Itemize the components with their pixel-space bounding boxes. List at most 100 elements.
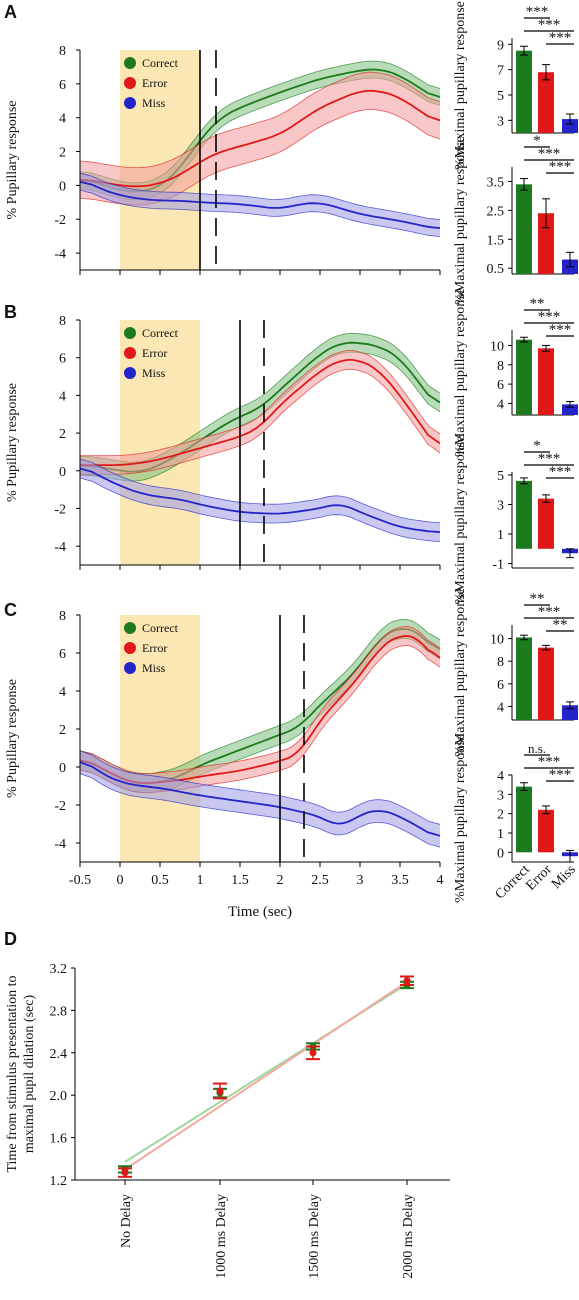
y-tick-label: 8 (59, 609, 66, 624)
x-tick-label: 1 (197, 873, 204, 888)
y-tick-label: 4 (59, 389, 66, 404)
y-tick-label: 3 (497, 114, 504, 129)
y-axis-title: %Maximal pupillary response (453, 588, 468, 757)
category-label-miss: Miss (549, 862, 579, 892)
legend-marker-miss (124, 367, 136, 379)
y-tick-label: 8 (59, 314, 66, 329)
y-tick-label: 1.6 (50, 1132, 68, 1147)
bar-correct (516, 480, 532, 549)
bar-correct (516, 637, 532, 720)
legend-marker-correct (124, 622, 136, 634)
y-tick-label: 6 (59, 647, 66, 662)
y-tick-label: -4 (54, 247, 66, 262)
y-tick-label: 5 (497, 89, 504, 104)
legend-label-error: Error (142, 346, 167, 360)
bar-correct (516, 184, 532, 274)
significance-label: *** (549, 464, 572, 480)
y-axis-title-line: Time from stimulus presentation to (5, 975, 20, 1172)
x-tick-label: -0.5 (69, 873, 91, 888)
y-tick-label: 7 (497, 64, 504, 79)
y-tick-label: 0 (59, 465, 66, 480)
panel-letter-d: D (4, 929, 17, 949)
band-edge-lower-error (80, 368, 441, 475)
y-tick-label: 8 (497, 359, 504, 374)
bar-chart-c-bottom: 4 3 2 1 0 n.s.****** %Maximal pupillary respon… (453, 734, 579, 903)
y-tick-label: -2 (54, 502, 66, 517)
series-line-miss (79, 761, 441, 837)
bar-miss (562, 404, 578, 415)
y-axis-title: % Pupillary response (5, 101, 20, 220)
band-edge-upper-error (79, 626, 441, 774)
y-tick-label: 10 (490, 339, 504, 354)
significance-label: n.s. (528, 741, 546, 756)
x-tick-label: No Delay (119, 1194, 134, 1248)
significance-label: *** (538, 754, 561, 770)
legend-label-correct: Correct (142, 56, 179, 70)
category-label-error: Error (523, 862, 555, 894)
significance-label: *** (549, 322, 572, 338)
y-tick-label: 2 (497, 808, 504, 823)
legend-marker-miss (124, 97, 136, 109)
significance-label: *** (538, 451, 561, 467)
bar-correct (516, 339, 532, 415)
y-tick-label: -1 (492, 558, 504, 573)
significance-label: ** (530, 591, 545, 607)
y-tick-label: 4 (59, 112, 66, 127)
y-tick-label: 2 (59, 146, 66, 161)
legend-marker-error (124, 642, 136, 654)
significance-label: *** (538, 309, 561, 325)
y-tick-label: 2 (59, 723, 66, 738)
x-tick-label: 3 (357, 873, 364, 888)
legend-label-error: Error (142, 641, 167, 655)
y-tick-label: 1.2 (50, 1174, 68, 1189)
bar-miss (562, 119, 578, 133)
y-tick-label: 6 (497, 378, 504, 393)
y-tick-label: 0 (59, 761, 66, 776)
band-edge-lower-miss (79, 189, 441, 237)
sem-band-error (80, 72, 440, 205)
panel-letter-c: C (4, 600, 17, 620)
y-tick-label: 3.2 (50, 962, 68, 977)
y-tick-label: 5 (497, 469, 504, 484)
bar-error (538, 809, 554, 853)
legend-label-miss: Miss (142, 96, 166, 110)
bar-chart-b-top: 10 8 6 4 ******** %Maximal pupillary response (453, 288, 578, 457)
x-tick-label: 2000 ms Delay (401, 1194, 416, 1279)
band-edge-upper-miss (79, 750, 441, 825)
y-tick-label: 0 (59, 179, 66, 194)
series-line-error (79, 89, 441, 188)
sem-band-miss (80, 459, 440, 542)
significance-label: *** (526, 4, 549, 20)
significance-label: *** (549, 159, 572, 175)
line-chart-b: 8 6 4 2 0 -2 -4 % Pupillary response Correct Erro… (5, 314, 441, 570)
legend-label-correct: Correct (142, 621, 179, 635)
series-line-miss (79, 180, 441, 229)
significance-label: *** (538, 17, 561, 33)
bar-chart-a-bottom: 3.52.51.50.5*******%Maximal pupillary re… (453, 133, 578, 305)
legend-marker-error (124, 347, 136, 359)
y-tick-label: 3.5 (487, 175, 505, 190)
y-axis-title: %Maximal pupillary response (453, 136, 468, 305)
panel-letter-b: B (4, 302, 17, 322)
y-axis-title: %Maximal pupillary response (453, 436, 468, 605)
legend-marker-correct (124, 327, 136, 339)
significance-label: * (533, 438, 541, 454)
y-tick-label: 2.8 (50, 1004, 68, 1019)
bar-chart-b-bottom: 531-1*******%Maximal pupillary response (453, 436, 578, 605)
band-edge-upper-miss (79, 458, 441, 524)
x-tick-label: 0 (117, 873, 124, 888)
y-tick-label: 6 (497, 678, 504, 693)
legend-label-miss: Miss (142, 661, 166, 675)
band-edge-upper-error (79, 71, 441, 169)
y-tick-label: 4 (59, 685, 66, 700)
y-axis-title: %Maximal pupillary response (453, 734, 468, 903)
bar-error (538, 213, 554, 274)
y-tick-label: 4 (497, 769, 504, 784)
series-group (79, 619, 441, 848)
band-edge-lower-miss (79, 477, 441, 542)
y-tick-label: 9 (497, 38, 504, 53)
x-tick-label: 2.5 (311, 873, 329, 888)
y-tick-label: -2 (54, 799, 66, 814)
